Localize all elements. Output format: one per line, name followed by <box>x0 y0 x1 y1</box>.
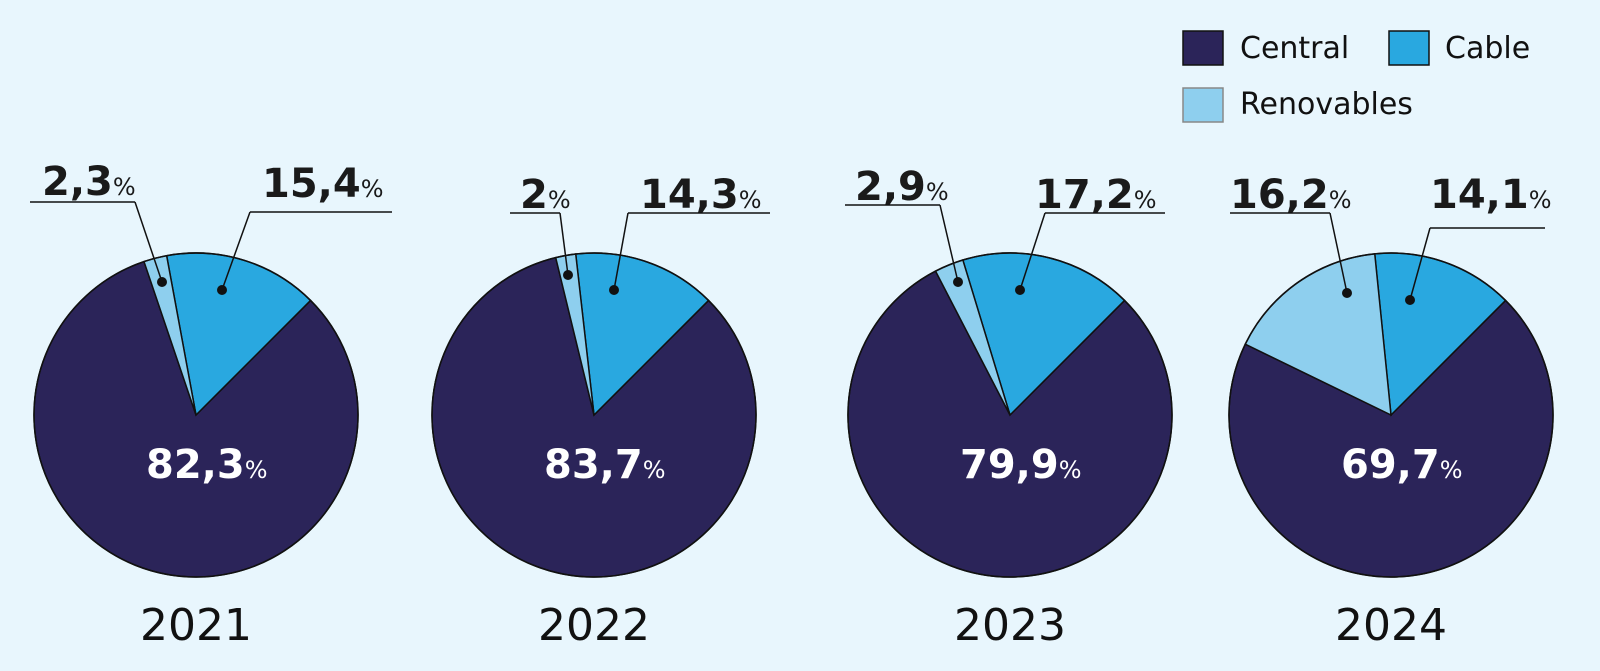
leader-dot-renovables <box>157 277 167 287</box>
label-central: 82,3% <box>146 442 268 488</box>
pie-2021: 2,3% 15,4% 82,3% 2021 <box>30 159 392 651</box>
leader-line-renovables <box>939 204 959 283</box>
leader-line-cable <box>613 212 629 291</box>
legend: Central Cable Renovables <box>1182 30 1530 123</box>
legend-label-renovables: Renovables <box>1240 87 1413 122</box>
leader-dot-cable <box>1405 295 1415 305</box>
leader-dot-renovables <box>953 277 963 287</box>
pie-title: 2022 <box>538 600 650 651</box>
leader-dot-cable <box>1015 285 1025 295</box>
legend-swatch-renovables <box>1182 87 1224 123</box>
label-renovables: 16,2% <box>1230 172 1352 218</box>
pie-2023: 2,9% 17,2% 79,9% 2023 <box>845 164 1173 651</box>
legend-label-cable: Cable <box>1445 31 1530 66</box>
legend-swatch-central <box>1182 30 1224 66</box>
leader-line-cable <box>1019 212 1046 291</box>
leader-line-cable <box>1409 227 1431 301</box>
leader-line-renovables <box>1329 212 1348 294</box>
pie-outline <box>431 252 757 578</box>
pie-title: 2024 <box>1335 600 1447 651</box>
label-renovables: 2,9% <box>855 164 949 210</box>
leader-dot-cable <box>217 285 227 295</box>
leader-dot-renovables <box>563 270 573 280</box>
leader-line-cable <box>221 211 251 291</box>
pie-title: 2021 <box>140 600 252 651</box>
label-central: 83,7% <box>544 442 666 488</box>
label-cable: 17,2% <box>1035 172 1157 218</box>
pie-outline <box>33 252 359 578</box>
pie-outline <box>1228 252 1554 578</box>
label-renovables: 2% <box>520 172 571 218</box>
leader-line-renovables <box>134 201 163 283</box>
label-cable: 15,4% <box>262 161 384 207</box>
label-cable: 14,1% <box>1430 172 1552 218</box>
label-renovables: 2,3% <box>42 159 136 205</box>
legend-label-central: Central <box>1240 31 1349 66</box>
legend-swatch-cable <box>1388 30 1430 66</box>
leader-dot-cable <box>609 285 619 295</box>
label-central: 79,9% <box>960 442 1082 488</box>
pie-outline <box>847 252 1173 578</box>
pie-2024: 16,2% 14,1% 69,7% 2024 <box>1228 172 1554 651</box>
pie-2022: 2% 14,3% 83,7% 2022 <box>431 172 770 651</box>
label-central: 69,7% <box>1341 442 1463 488</box>
leader-line-renovables <box>559 212 569 276</box>
label-cable: 14,3% <box>640 172 762 218</box>
leader-dot-renovables <box>1342 288 1352 298</box>
pie-title: 2023 <box>954 600 1066 651</box>
